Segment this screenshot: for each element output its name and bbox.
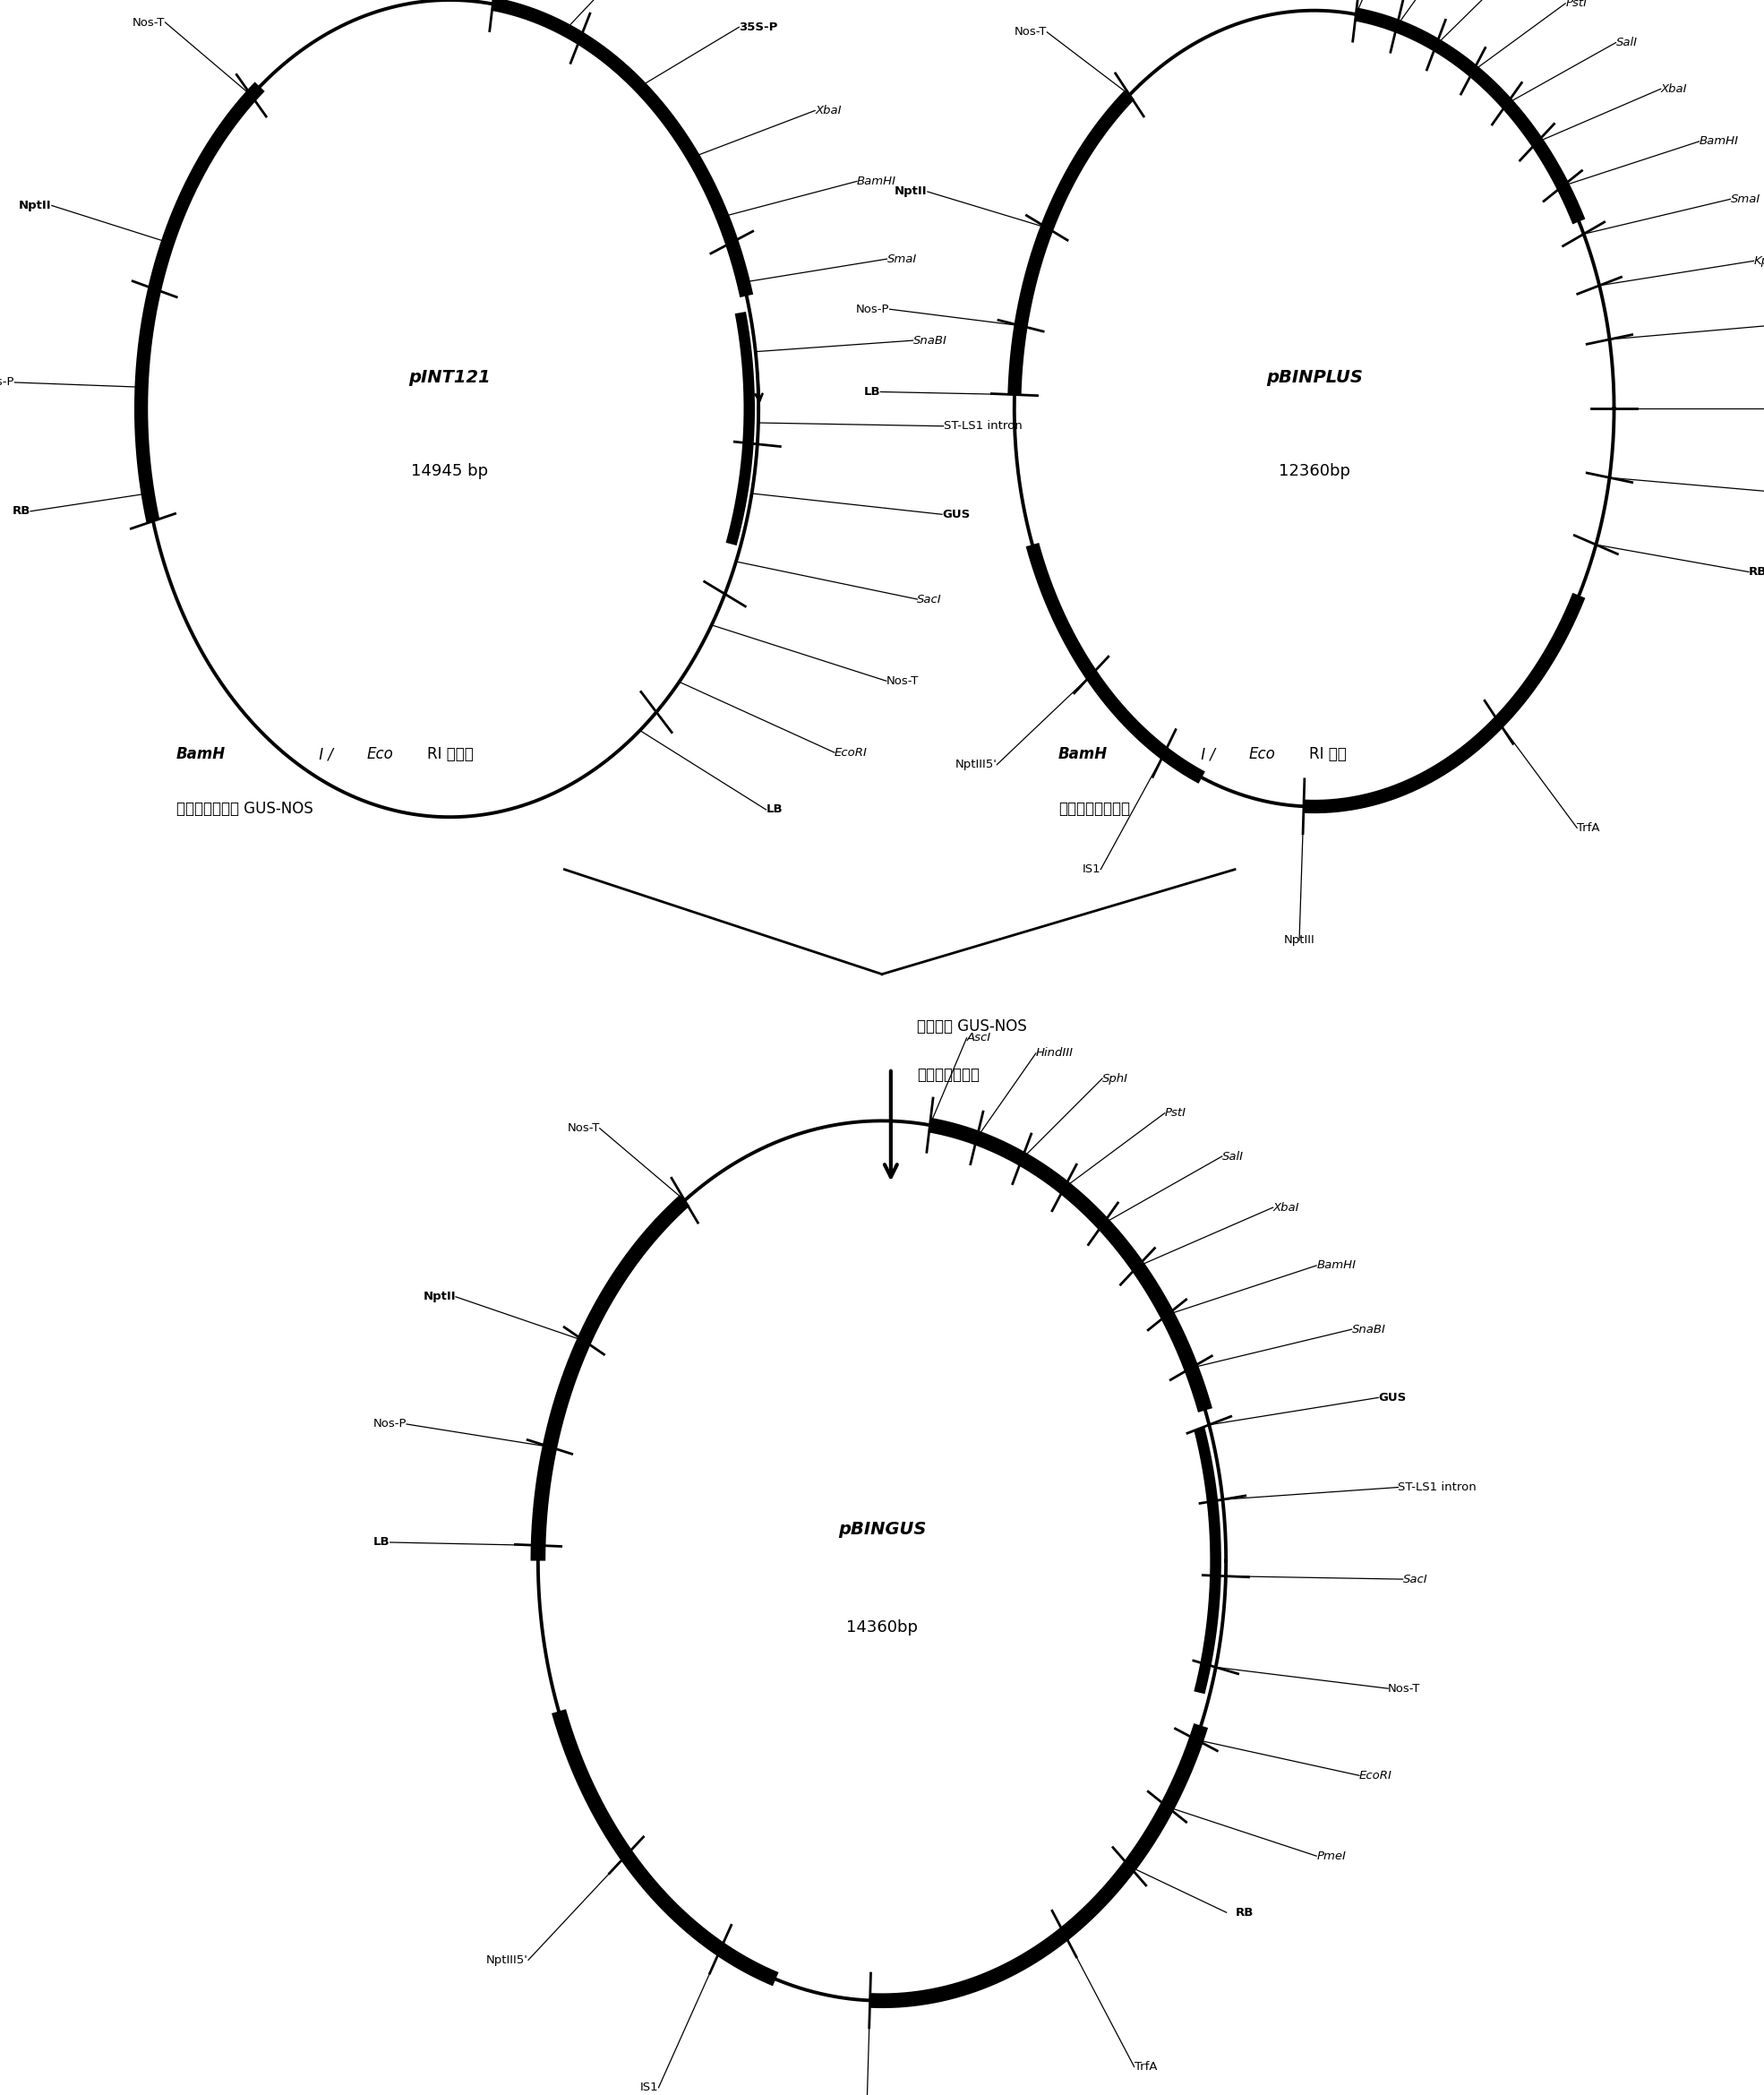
Text: XbaI: XbaI — [1660, 84, 1686, 94]
Text: XbaI: XbaI — [1274, 1203, 1300, 1213]
Text: NptIII5': NptIII5' — [954, 758, 997, 771]
Text: LB: LB — [374, 1536, 390, 1548]
Text: BamHI: BamHI — [1316, 1259, 1357, 1272]
Text: pINT121: pINT121 — [409, 369, 490, 385]
Text: SacI: SacI — [1402, 1573, 1427, 1586]
Text: IS1: IS1 — [1083, 863, 1101, 876]
Text: RI 双酶: RI 双酶 — [1309, 746, 1346, 763]
Text: XbaI: XbaI — [815, 105, 841, 117]
Text: Nos-T: Nos-T — [568, 1123, 600, 1133]
Text: 14945 bp: 14945 bp — [411, 463, 489, 480]
Text: NptII: NptII — [423, 1291, 455, 1303]
Text: 切后产生载体片段: 切后产生载体片段 — [1058, 800, 1131, 817]
Text: SalI: SalI — [1222, 1150, 1244, 1163]
Text: BamHI: BamHI — [857, 176, 896, 186]
Text: GUS: GUS — [1378, 1391, 1406, 1404]
Text: SnaBI: SnaBI — [914, 335, 947, 346]
Text: Eco: Eco — [1249, 746, 1275, 763]
Text: PstI: PstI — [1164, 1108, 1185, 1119]
Text: BamHI: BamHI — [1699, 136, 1739, 147]
Text: PstI: PstI — [1565, 0, 1588, 8]
Text: pBINGUS: pBINGUS — [838, 1521, 926, 1538]
Text: TrfA: TrfA — [1134, 2061, 1157, 2072]
Text: pBINPLUS: pBINPLUS — [1267, 369, 1362, 385]
Text: RB: RB — [12, 505, 30, 517]
Text: SmaI: SmaI — [1730, 193, 1760, 205]
Text: I /: I / — [314, 746, 333, 763]
Text: Nos-P: Nos-P — [856, 304, 889, 314]
Text: 35S-P: 35S-P — [739, 21, 778, 34]
Text: ST-LS1 intron: ST-LS1 intron — [1399, 1481, 1476, 1494]
Text: LB: LB — [766, 804, 783, 815]
Text: SphI: SphI — [1102, 1073, 1129, 1085]
Text: NptIII: NptIII — [1284, 934, 1314, 947]
Text: Nos-T: Nos-T — [132, 17, 166, 27]
Text: GUS: GUS — [942, 509, 970, 520]
Text: AscI: AscI — [967, 1033, 991, 1043]
Text: 与载体片段连接: 与载体片段连接 — [917, 1066, 981, 1083]
Text: Nos-T: Nos-T — [1014, 27, 1048, 38]
Text: 12360bp: 12360bp — [1279, 463, 1349, 480]
Text: NptII: NptII — [894, 186, 928, 197]
Text: RB: RB — [1235, 1906, 1254, 1919]
Text: BamH: BamH — [176, 746, 226, 763]
Text: 后产生目的片段 GUS-NOS: 后产生目的片段 GUS-NOS — [176, 800, 314, 817]
Text: Nos-P: Nos-P — [372, 1418, 407, 1431]
Text: SnaBI: SnaBI — [1351, 1324, 1387, 1335]
Text: PmeI: PmeI — [1316, 1850, 1346, 1862]
Text: NptIII5': NptIII5' — [487, 1955, 527, 1965]
Text: HindIII: HindIII — [1035, 1048, 1074, 1060]
Text: Nos-T: Nos-T — [1388, 1682, 1420, 1695]
Text: Nos-P: Nos-P — [0, 377, 14, 388]
Text: LB: LB — [864, 385, 880, 398]
Text: Eco: Eco — [367, 746, 393, 763]
Text: KpnI: KpnI — [1753, 256, 1764, 266]
Text: 目的片段 GUS-NOS: 目的片段 GUS-NOS — [917, 1018, 1027, 1035]
Text: EcoRI: EcoRI — [1360, 1770, 1392, 1781]
Text: SmaI: SmaI — [887, 253, 917, 264]
Text: BamH: BamH — [1058, 746, 1108, 763]
Text: NptII: NptII — [19, 199, 51, 212]
Text: 14360bp: 14360bp — [847, 1619, 917, 1636]
Text: IS1: IS1 — [640, 2082, 658, 2093]
Text: I /: I / — [1196, 746, 1215, 763]
Text: SacI: SacI — [917, 593, 942, 605]
Text: EcoRI: EcoRI — [834, 746, 868, 758]
Text: RB: RB — [1748, 566, 1764, 578]
Text: SalI: SalI — [1616, 38, 1637, 48]
Text: ST-LS1 intron: ST-LS1 intron — [944, 421, 1021, 432]
Text: RI 双酶切: RI 双酶切 — [427, 746, 473, 763]
Text: TrfA: TrfA — [1577, 821, 1600, 834]
Text: Nos-T: Nos-T — [886, 675, 919, 687]
